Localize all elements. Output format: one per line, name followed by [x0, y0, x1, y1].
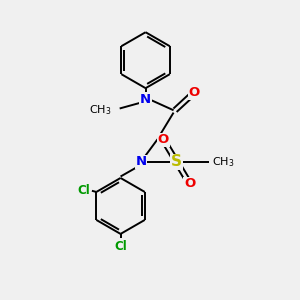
Text: O: O [188, 86, 200, 99]
Text: CH$_3$: CH$_3$ [89, 103, 112, 117]
Text: Cl: Cl [114, 240, 127, 254]
Text: O: O [184, 177, 195, 190]
Text: S: S [171, 154, 182, 169]
Text: N: N [136, 155, 147, 168]
Text: N: N [140, 93, 151, 106]
Text: CH$_3$: CH$_3$ [212, 155, 234, 169]
Text: Cl: Cl [77, 184, 90, 197]
Text: O: O [158, 133, 169, 146]
